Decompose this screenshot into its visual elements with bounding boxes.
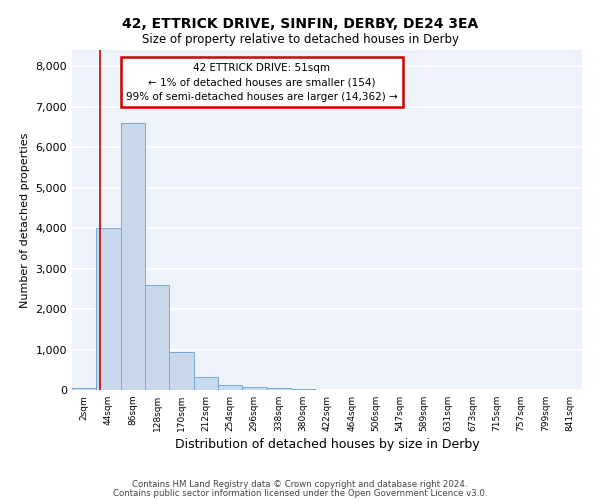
Text: Contains public sector information licensed under the Open Government Licence v3: Contains public sector information licen…: [113, 488, 487, 498]
Bar: [218, 384, 242, 390]
X-axis label: Distribution of detached houses by size in Derby: Distribution of detached houses by size …: [175, 438, 479, 451]
Text: Contains HM Land Registry data © Crown copyright and database right 2024.: Contains HM Land Registry data © Crown c…: [132, 480, 468, 489]
Text: Size of property relative to detached houses in Derby: Size of property relative to detached ho…: [142, 32, 458, 46]
Text: 42 ETTRICK DRIVE: 51sqm
← 1% of detached houses are smaller (154)
99% of semi-de: 42 ETTRICK DRIVE: 51sqm ← 1% of detached…: [126, 62, 398, 102]
Bar: [266, 388, 291, 390]
Bar: [291, 389, 315, 390]
Bar: [97, 228, 121, 390]
Bar: [145, 285, 169, 390]
Bar: [194, 376, 218, 390]
Bar: [242, 387, 266, 390]
Text: 42, ETTRICK DRIVE, SINFIN, DERBY, DE24 3EA: 42, ETTRICK DRIVE, SINFIN, DERBY, DE24 3…: [122, 18, 478, 32]
Y-axis label: Number of detached properties: Number of detached properties: [20, 132, 30, 308]
Bar: [72, 388, 97, 390]
Bar: [169, 352, 194, 390]
Bar: [121, 123, 145, 390]
